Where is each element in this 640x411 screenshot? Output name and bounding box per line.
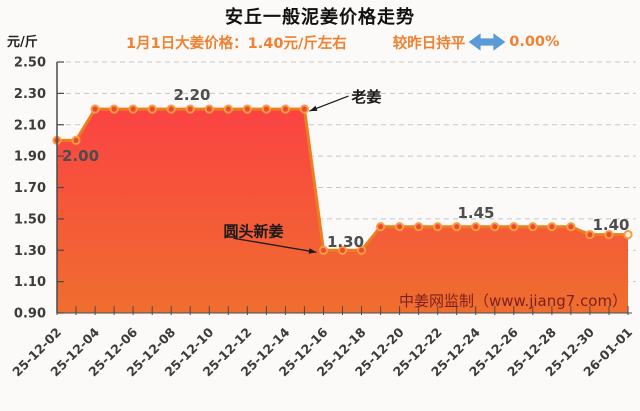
svg-text:1.10: 1.10 [14,275,46,290]
svg-text:2.10: 2.10 [14,118,46,133]
svg-text:圆头新姜: 圆头新姜 [223,222,283,240]
svg-text:2.20: 2.20 [173,86,210,104]
compare-text: 较昨日持平 [392,35,466,52]
y-axis-labels: 2.50 2.30 2.10 1.90 1.70 1.50 1.30 1.10 0.90 [14,56,46,322]
price-area-fill [57,109,628,313]
subtitle: 1月1日大姜价格：1.40元/斤左右 较昨日持平 0.00% [126,30,560,54]
svg-text:1.50: 1.50 [14,212,46,227]
y-axis-unit-label: 元/斤 [7,35,38,50]
x-axis-labels: 25-12-0225-12-0425-12-0625-12-0825-12-10… [9,324,635,379]
svg-text:0.90: 0.90 [14,307,46,322]
watermark: 中姜网监制（www.jiang7.com） [399,292,628,310]
price-text: 1月1日大姜价格：1.40元/斤左右 [126,35,347,52]
svg-text:1.70: 1.70 [14,181,46,196]
svg-text:2.30: 2.30 [14,87,46,102]
percent-text: 0.00% [509,34,560,50]
left-right-arrow-icon [468,31,506,53]
point-value-labels: 2.00 2.20 1.30 1.45 1.40 [62,86,630,251]
svg-text:1.40: 1.40 [592,216,629,234]
svg-text:1.30: 1.30 [327,233,364,251]
axes [56,61,632,315]
data-point-markers [52,104,633,255]
svg-text:2.50: 2.50 [14,56,46,71]
svg-text:老姜: 老姜 [350,88,381,106]
svg-text:1.30: 1.30 [14,244,46,259]
svg-text:1.90: 1.90 [14,150,46,165]
svg-text:1.45: 1.45 [457,204,494,222]
page-title: 安丘一般泥姜价格走势 [225,7,415,28]
svg-text:2.00: 2.00 [62,147,99,165]
